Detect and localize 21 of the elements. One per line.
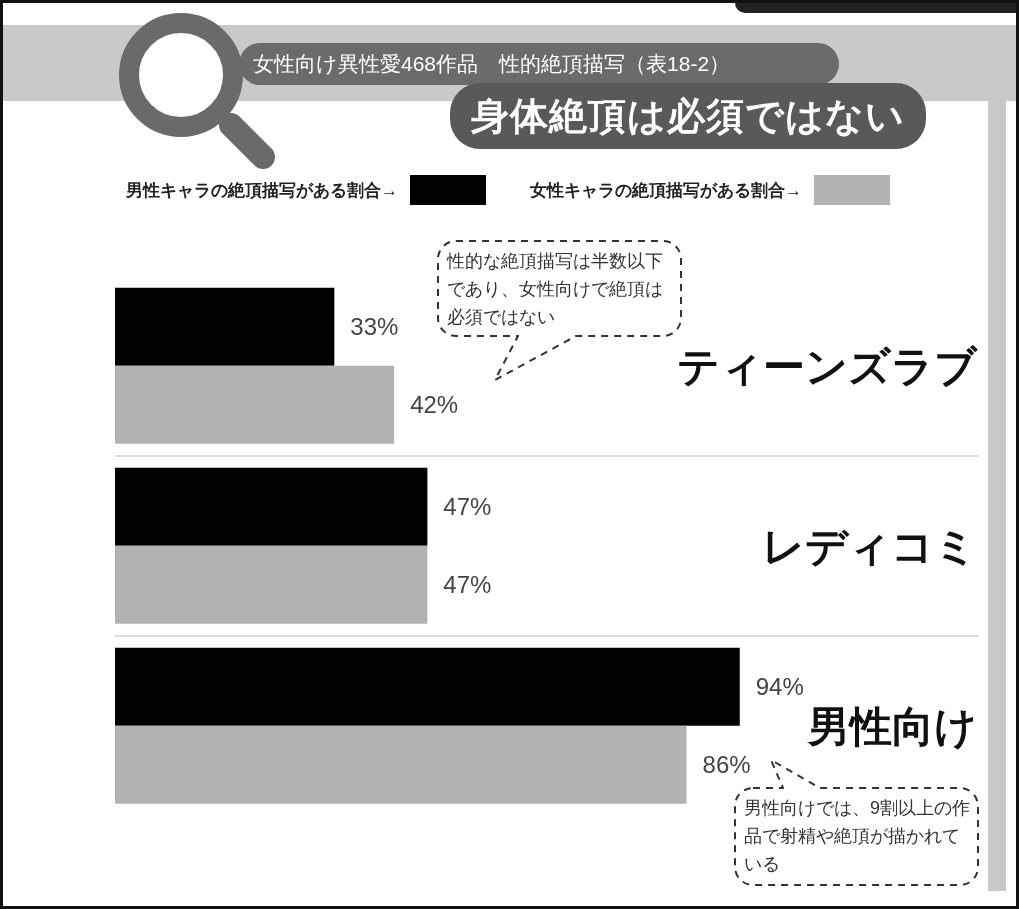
data-label: 47% xyxy=(443,571,492,599)
data-label: 47% xyxy=(443,493,492,521)
bar xyxy=(115,545,428,624)
legend-label: 男性キャラの絶頂描写がある割合→ xyxy=(126,180,398,200)
bar xyxy=(115,647,740,726)
chart-subtitle: 身体絶頂は必須ではない xyxy=(471,95,905,137)
bar xyxy=(115,725,687,804)
data-label: 42% xyxy=(410,391,459,419)
bar xyxy=(115,287,335,366)
data-label: 86% xyxy=(702,751,751,779)
annotation: 男性向けでは、9割以上の作品で射精や絶頂が描かれている xyxy=(744,798,971,874)
data-label: 33% xyxy=(350,313,399,341)
annotation: 性的な絶頂描写は半数以下であり、女性向けで絶頂は必須ではない xyxy=(447,251,663,327)
y-tick-label: 男性向け xyxy=(806,702,977,750)
y-tick-label: ティーンズラブ xyxy=(677,342,978,390)
legend-label: 女性キャラの絶頂描写がある割合→ xyxy=(530,180,802,200)
bar xyxy=(115,467,428,546)
chart-title: 女性向け異性愛468作品 性的絶頂描写（表18-2） xyxy=(253,52,731,75)
data-label: 94% xyxy=(755,673,804,701)
bar xyxy=(115,365,395,444)
y-tick-label: レディコミ xyxy=(762,522,977,570)
